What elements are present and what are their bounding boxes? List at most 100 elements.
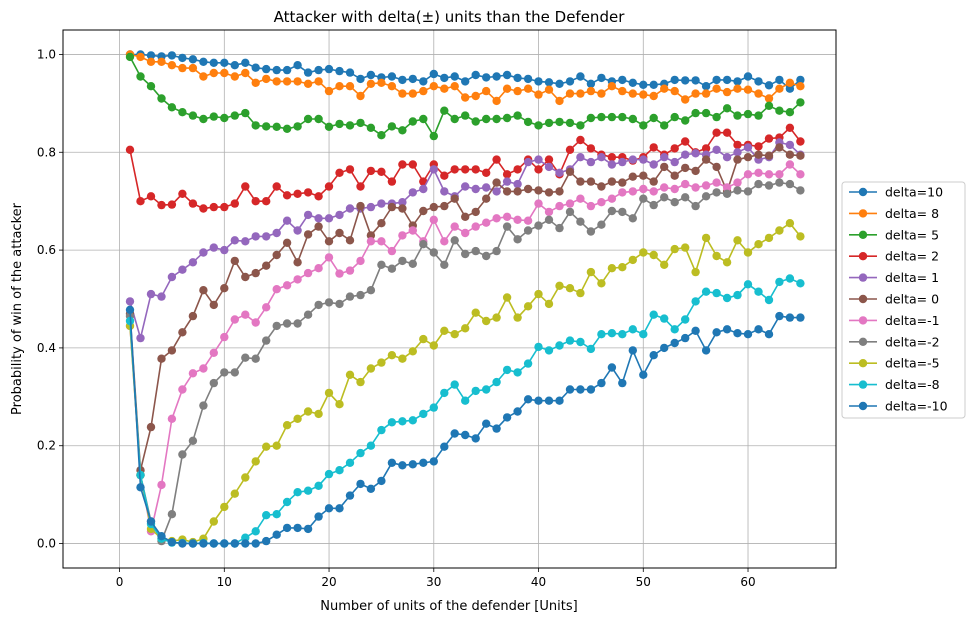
data-point xyxy=(502,177,512,186)
legend-marker xyxy=(858,273,868,282)
data-point xyxy=(440,326,449,335)
data-point xyxy=(366,237,376,246)
data-point xyxy=(125,305,135,314)
series-6 xyxy=(125,160,805,536)
data-point xyxy=(555,117,564,127)
data-point xyxy=(345,491,355,500)
x-axis-label: Number of units of the defender [Units] xyxy=(320,599,577,614)
data-point xyxy=(576,177,585,186)
data-point xyxy=(157,480,166,490)
data-point xyxy=(251,121,260,130)
data-point xyxy=(576,288,585,298)
data-point xyxy=(691,108,700,118)
data-point xyxy=(387,264,397,273)
data-point xyxy=(398,198,407,207)
data-point xyxy=(681,243,690,252)
data-point xyxy=(544,85,554,94)
x-tick-label: 30 xyxy=(426,575,441,589)
data-point xyxy=(482,183,491,192)
data-point xyxy=(670,157,679,167)
data-point xyxy=(241,108,250,118)
data-point xyxy=(565,207,575,217)
data-point xyxy=(796,151,805,160)
data-point xyxy=(377,131,386,140)
data-point xyxy=(796,75,805,85)
data-point xyxy=(146,422,156,432)
data-point xyxy=(576,337,585,347)
data-point xyxy=(565,167,575,176)
data-point xyxy=(544,155,554,164)
legend-label: delta= 5 xyxy=(885,227,939,242)
legend-item: delta=-10 xyxy=(849,399,948,414)
data-point xyxy=(785,179,795,189)
data-point xyxy=(492,96,501,106)
data-point xyxy=(188,111,198,120)
data-point xyxy=(398,461,407,470)
data-point xyxy=(607,363,617,372)
data-point xyxy=(314,114,323,124)
data-point xyxy=(764,101,774,111)
data-point xyxy=(597,330,606,339)
data-point xyxy=(733,84,742,93)
data-point xyxy=(649,80,658,90)
data-point xyxy=(502,84,512,93)
data-point xyxy=(209,58,218,67)
data-point xyxy=(534,165,543,174)
data-point xyxy=(450,82,459,91)
data-point xyxy=(785,274,795,283)
data-point xyxy=(178,328,187,337)
data-point xyxy=(513,215,522,224)
data-point xyxy=(282,124,292,133)
legend-label: delta=-2 xyxy=(885,334,940,349)
data-point xyxy=(167,200,177,209)
data-point xyxy=(523,117,533,127)
data-point xyxy=(712,178,721,187)
data-point xyxy=(387,82,397,91)
data-point xyxy=(282,319,292,328)
data-point xyxy=(209,517,218,526)
data-point xyxy=(513,187,522,196)
data-point xyxy=(534,396,543,405)
data-point xyxy=(209,68,218,78)
data-point xyxy=(398,354,407,363)
data-point xyxy=(544,215,554,224)
series-8 xyxy=(125,219,805,547)
data-point xyxy=(461,93,470,102)
data-point xyxy=(366,202,376,212)
data-point xyxy=(796,170,805,179)
data-point xyxy=(356,201,365,211)
data-point xyxy=(492,377,501,387)
data-point xyxy=(544,346,554,355)
legend-item: delta=-2 xyxy=(849,334,940,349)
data-point xyxy=(639,171,648,180)
x-tick-label: 50 xyxy=(636,575,651,589)
data-point xyxy=(576,135,585,145)
legend-marker xyxy=(858,230,868,239)
data-point xyxy=(272,122,281,131)
data-point xyxy=(796,98,805,107)
data-point xyxy=(230,72,239,81)
data-point xyxy=(157,354,166,363)
data-point xyxy=(743,109,753,119)
data-point xyxy=(419,458,428,467)
data-point xyxy=(136,72,145,81)
legend-marker xyxy=(858,380,868,389)
y-tick-label: 0.6 xyxy=(37,243,56,257)
data-point xyxy=(649,250,658,260)
data-point xyxy=(356,118,365,128)
data-point xyxy=(649,177,658,186)
data-point xyxy=(764,295,774,305)
chart-title: Attacker with delta(±) units than the De… xyxy=(274,8,626,26)
data-point xyxy=(146,192,156,201)
data-point xyxy=(136,52,145,62)
data-point xyxy=(618,188,627,197)
data-point xyxy=(230,539,239,548)
data-point xyxy=(513,111,522,120)
x-tick-label: 60 xyxy=(740,575,755,589)
data-point xyxy=(597,198,606,207)
data-point xyxy=(785,108,795,117)
data-point xyxy=(387,177,397,186)
data-point xyxy=(199,364,208,373)
data-point xyxy=(450,114,459,124)
